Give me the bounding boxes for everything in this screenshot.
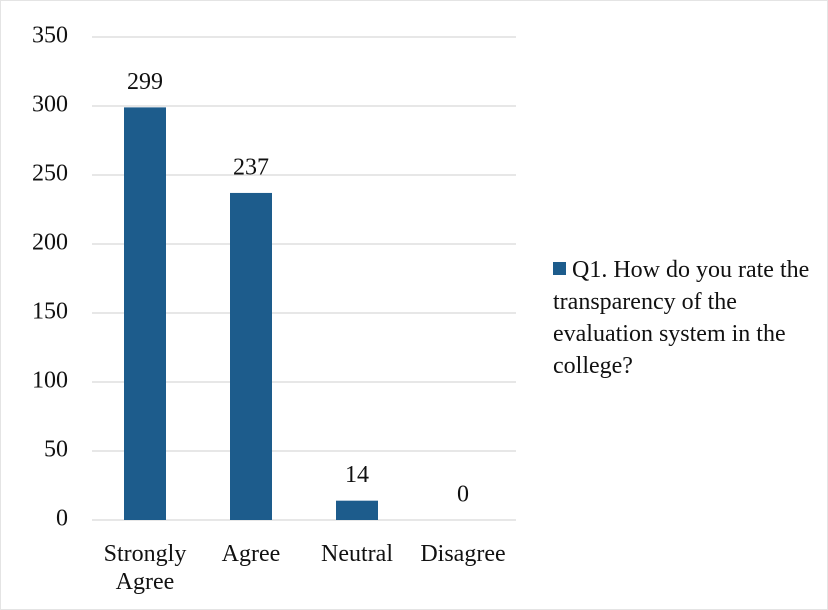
y-tick-label: 150 xyxy=(32,299,68,325)
x-tick-label: Disagree xyxy=(420,541,506,567)
x-tick-label: Neutral xyxy=(321,541,393,567)
x-tick-label: Agree xyxy=(221,541,281,567)
data-label: 0 xyxy=(457,482,469,508)
legend-label: Q1. How do you rate the transparency of … xyxy=(553,257,810,379)
data-label: 299 xyxy=(127,69,163,95)
y-tick-label: 100 xyxy=(32,368,68,394)
y-tick-label: 350 xyxy=(32,23,68,49)
legend-swatch xyxy=(553,262,566,275)
legend: Q1. How do you rate the transparency of … xyxy=(553,254,818,382)
data-label: 14 xyxy=(345,462,369,488)
x-tick-label: Strongly Agree xyxy=(103,541,187,595)
y-tick-label: 50 xyxy=(44,437,68,463)
y-tick-label: 300 xyxy=(32,92,68,118)
y-tick-label: 200 xyxy=(32,230,68,256)
data-label: 237 xyxy=(233,154,269,180)
bar xyxy=(124,107,166,520)
bar xyxy=(230,192,272,520)
y-tick-label: 250 xyxy=(32,161,68,187)
bar xyxy=(336,500,378,520)
y-tick-label: 0 xyxy=(56,506,68,532)
